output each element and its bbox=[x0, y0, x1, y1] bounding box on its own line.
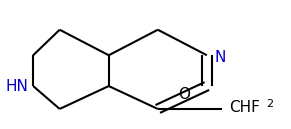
Text: N: N bbox=[215, 50, 226, 64]
Text: 2: 2 bbox=[266, 99, 273, 109]
Text: O: O bbox=[178, 87, 190, 102]
Text: HN: HN bbox=[5, 79, 28, 94]
Text: CHF: CHF bbox=[230, 100, 260, 115]
